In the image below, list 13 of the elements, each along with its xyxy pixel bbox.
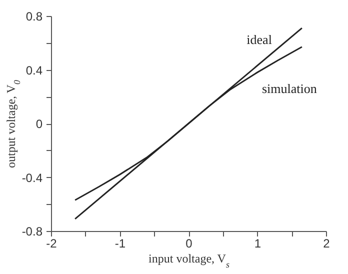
y-tick-label: -0.8 [22,224,43,238]
x-tick-label: 0 [186,236,193,250]
x-tick-label: 2 [323,236,330,250]
series-label: ideal [246,32,272,48]
x-tick-label: 1 [254,236,262,250]
y-tick-label: 0.4 [26,63,43,78]
x-axis-title: input voltage, V$_{s}$ [148,252,230,270]
x-tick-label: -1 [114,236,126,250]
y-tick-label: 0 [36,117,43,131]
x-tick-label: -2 [46,236,58,250]
y-tick-label: 0.8 [26,10,43,24]
series-label: simulation [262,80,318,96]
y-tick-label: -0.4 [22,170,43,185]
